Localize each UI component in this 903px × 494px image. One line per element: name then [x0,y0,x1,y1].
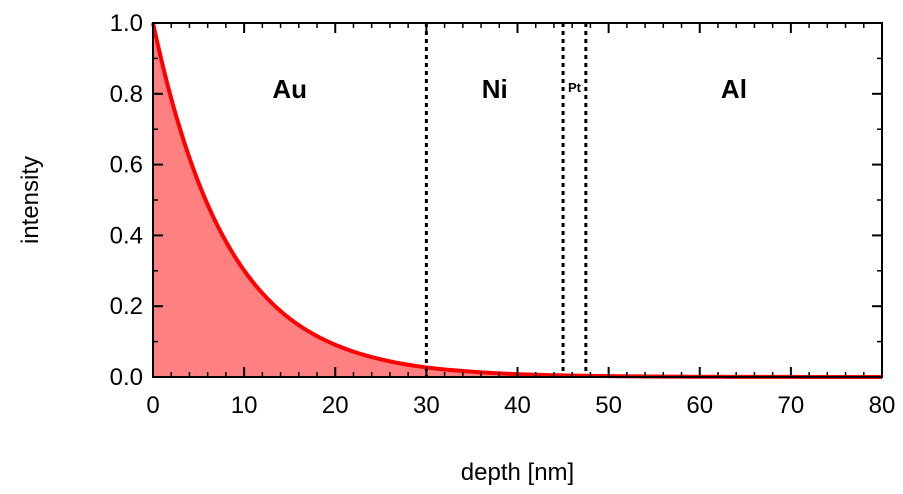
area-fill [153,23,882,377]
x-tick-label: 70 [778,392,805,419]
x-tick-label: 0 [146,392,159,419]
x-axis-label: depth [nm] [461,459,574,486]
x-tick-label: 10 [231,392,258,419]
x-tick-label: 20 [322,392,349,419]
y-tick-label: 1.0 [110,10,143,37]
x-tick-label: 40 [504,392,531,419]
y-tick-label: 0.6 [110,152,143,179]
region-label-ni: Ni [482,74,508,104]
region-label-au: Au [272,74,307,104]
region-label-al: Al [721,74,747,104]
region-labels: Au Ni Pt Al [272,74,747,104]
x-tick-label: 80 [869,392,896,419]
region-label-pt: Pt [568,80,582,95]
x-tick-label: 30 [413,392,440,419]
y-tick-label: 0.0 [110,364,143,391]
y-tick-label: 0.2 [110,293,143,320]
y-tick-label: 0.4 [110,222,143,249]
x-tick-label: 60 [686,392,713,419]
y-tick-label: 0.8 [110,81,143,108]
y-axis-label: intensity [17,156,44,244]
axis-ticks: 0 10 20 30 40 50 60 70 80 0.0 0.2 0.4 0.6 0.8 1.0 [110,10,896,419]
layer-boundaries [424,23,588,377]
x-tick-label: 50 [595,392,622,419]
shaded-area-layer [153,23,882,377]
